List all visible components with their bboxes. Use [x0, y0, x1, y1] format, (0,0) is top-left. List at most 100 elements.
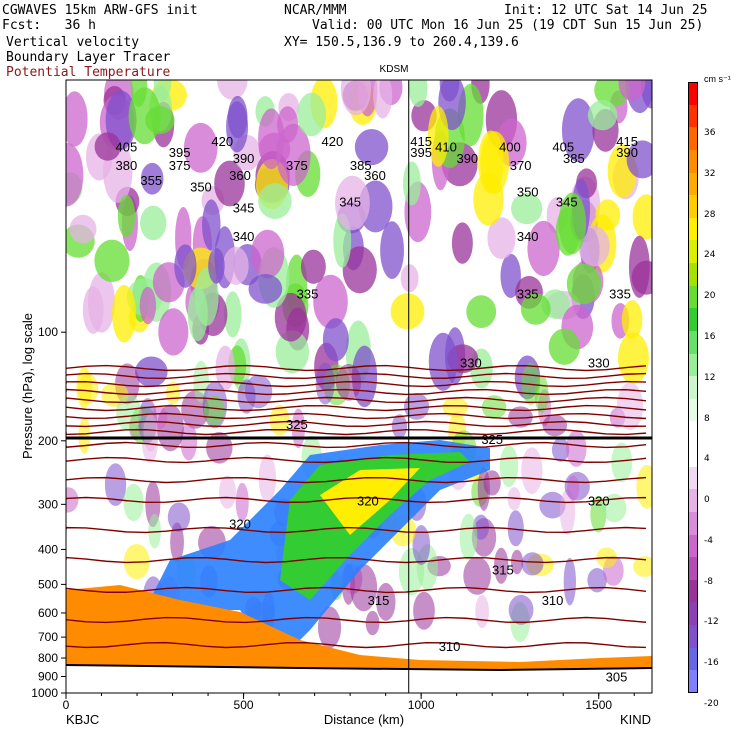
colorbar-swatch — [688, 127, 698, 151]
velocity-cell — [158, 308, 189, 356]
velocity-cell — [317, 606, 342, 649]
theta-contour — [66, 380, 647, 388]
velocity-cell — [590, 495, 607, 533]
velocity-cell — [66, 487, 79, 513]
tracer-plume-core — [280, 452, 470, 600]
velocity-cell — [507, 510, 524, 547]
theta-label: 330 — [588, 356, 610, 371]
theta-label: 385 — [350, 158, 372, 173]
colorbar-swatch — [688, 263, 698, 287]
velocity-cell — [391, 414, 408, 439]
velocity-cell — [167, 502, 191, 532]
theta-label: 315 — [368, 593, 390, 608]
theta-contour — [66, 616, 647, 624]
velocity-cell — [223, 291, 242, 338]
y-tick-label: 700 — [38, 630, 58, 644]
y-tick-label: 1000 — [31, 686, 58, 700]
velocity-cell — [82, 286, 104, 334]
x-endpoint-right: KIND — [620, 712, 651, 727]
theta-label: 320 — [229, 516, 251, 531]
theta-label: 395 — [169, 145, 191, 160]
velocity-cell — [170, 522, 184, 562]
theta-label: 405 — [552, 139, 574, 154]
colorbar-tick-label: 20 — [704, 291, 716, 302]
velocity-cell — [548, 328, 581, 365]
velocity-cell — [428, 332, 458, 391]
theta-label: 310 — [542, 593, 564, 608]
colorbar-swatch — [688, 217, 698, 241]
velocity-cell — [116, 394, 142, 432]
velocity-cell — [413, 591, 435, 630]
colorbar-swatch — [688, 670, 698, 694]
colorbar-swatch — [688, 421, 698, 445]
colorbar-swatch — [688, 330, 698, 355]
colorbar-swatch — [688, 104, 698, 128]
velocity-cell — [251, 229, 285, 279]
velocity-cell — [300, 249, 326, 284]
velocity-cell — [104, 463, 127, 507]
y-tick-label: 600 — [38, 606, 58, 620]
velocity-cell — [117, 194, 136, 238]
theta-contour — [66, 428, 647, 436]
theta-label: 355 — [140, 173, 162, 188]
velocity-cell — [403, 392, 430, 420]
velocity-cell — [143, 413, 158, 452]
y-tick-label: 200 — [38, 434, 58, 448]
colorbar-tick-label: -12 — [704, 617, 719, 628]
velocity-cell — [521, 552, 544, 576]
theta-label: 345 — [233, 201, 255, 216]
velocity-cell — [258, 108, 285, 170]
theta-label: 360 — [229, 168, 251, 183]
velocity-cell — [174, 244, 197, 288]
velocity-cell — [508, 406, 533, 428]
velocity-cell — [130, 80, 148, 108]
velocity-cell — [466, 295, 497, 329]
velocity-cell — [617, 332, 649, 384]
colorbar-swatch — [688, 647, 698, 671]
colorbar-tick-label: 24 — [704, 250, 716, 261]
velocity-cell — [244, 374, 273, 409]
velocity-cell — [412, 525, 431, 566]
velocity-cell — [542, 414, 568, 437]
velocity-cell — [219, 475, 236, 509]
theta-label: 335 — [517, 287, 539, 302]
vertical-velocity-field — [66, 80, 652, 693]
theta-label: 350 — [190, 179, 212, 194]
velocity-cell — [521, 447, 543, 495]
velocity-cell — [235, 482, 249, 522]
colorbar-swatch — [688, 172, 698, 196]
velocity-cell — [408, 80, 428, 108]
theta-contour — [66, 526, 647, 534]
field-vertical-velocity: Vertical velocity — [6, 35, 140, 50]
velocity-cell — [561, 98, 595, 163]
org-label: NCAR/MMM — [284, 3, 347, 18]
theta-label: 405 — [116, 139, 138, 154]
colorbar-units: cm s⁻¹ — [704, 74, 731, 84]
velocity-cell — [340, 80, 371, 116]
y-tick-label: 500 — [38, 577, 58, 591]
colorbar-tick-label: 32 — [704, 168, 716, 179]
colorbar-tick-label: 8 — [704, 413, 710, 424]
velocity-cell — [342, 246, 377, 294]
velocity-cell — [123, 483, 144, 522]
y-axis-label: Pressure (hPa), log scale — [20, 313, 35, 459]
velocity-cell — [258, 183, 292, 220]
theta-contour — [66, 404, 647, 412]
theta-label: 375 — [169, 158, 191, 173]
theta-label: 415 — [410, 134, 432, 149]
velocity-cell — [373, 80, 393, 119]
x-tick-label: 0 — [63, 698, 70, 712]
velocity-cell — [602, 493, 627, 523]
theta-contour — [66, 364, 647, 372]
potential-temperature-contours: 420 420 415 415 405 410 400 405 395 395 390 390 390 3… — [66, 80, 647, 693]
colorbar-swatch — [688, 466, 698, 490]
velocity-cell — [214, 160, 245, 207]
velocity-cell — [475, 594, 489, 629]
x-endpoint-left: KBJC — [66, 712, 99, 727]
velocity-cell — [354, 129, 389, 166]
velocity-cell — [626, 140, 652, 179]
theta-label: 380 — [116, 158, 138, 173]
y-tick-label: 100 — [38, 325, 58, 339]
theta-label: 375 — [286, 158, 308, 173]
